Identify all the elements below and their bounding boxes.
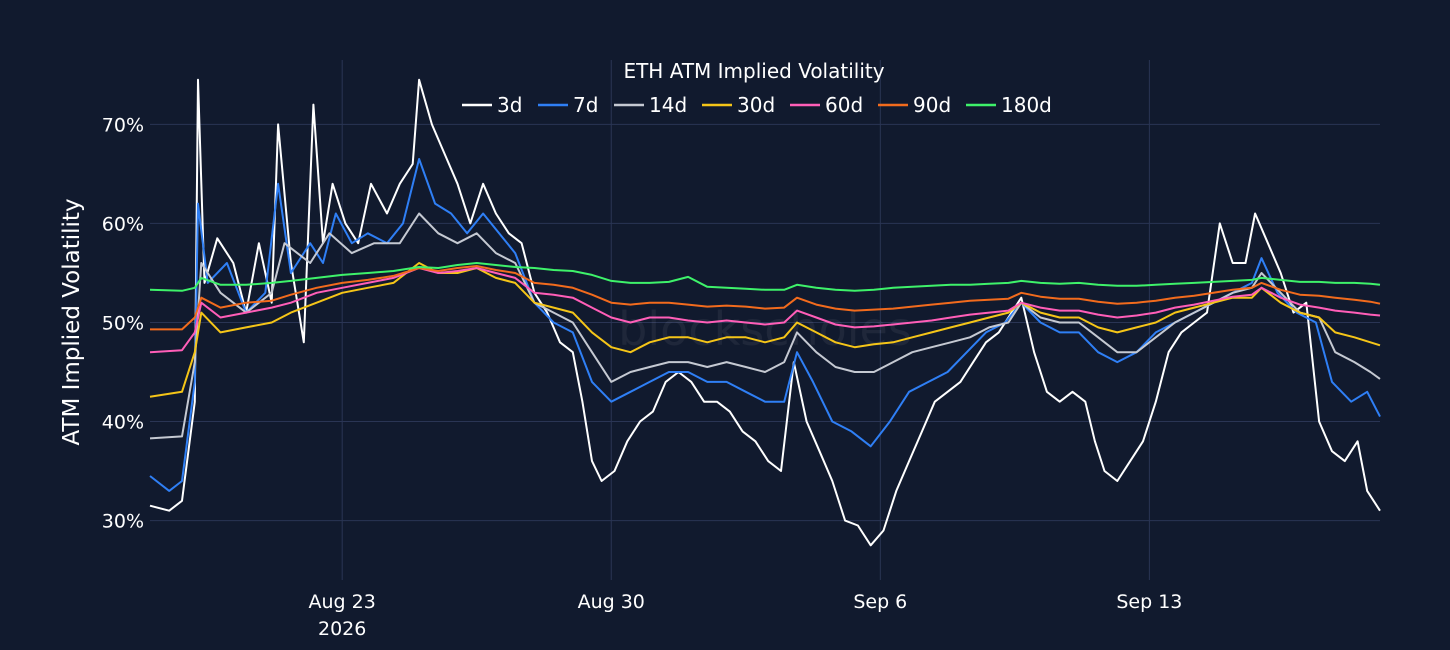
x-tick-label: Sep 6 [853,591,907,613]
y-tick-label: 60% [102,213,144,235]
y-tick-label: 40% [102,412,144,434]
legend-label: 3d [497,93,522,117]
legend-item-90d[interactable]: 90d [878,93,951,117]
legend-label: 60d [825,93,863,117]
legend-label: 30d [737,93,775,117]
y-tick-label: 70% [102,114,144,136]
legend-item-3d[interactable]: 3d [462,93,522,117]
series-group [149,78,1381,547]
legend-label: 180d [1001,93,1052,117]
chart-title: ETH ATM Implied Volatility [623,59,884,83]
series-line-90d [150,265,1381,331]
y-tick-label: 50% [102,312,144,334]
x-tick-label: Aug 30 [578,591,645,613]
legend-item-60d[interactable]: 60d [790,93,863,117]
x-tick-label: Aug 23 [309,591,376,613]
x-tick-label: Sep 13 [1116,591,1182,613]
y-axis-label: ATM Implied Volatility [59,198,85,445]
legend-item-180d[interactable]: 180d [966,93,1052,117]
series-line-60d [149,267,1381,354]
legend-label: 14d [649,93,687,117]
grid [150,60,1380,580]
y-tick-label: 30% [102,511,144,533]
legend-label: 7d [573,93,598,117]
x-tick-sublabel: 2026 [318,618,366,640]
legend-item-14d[interactable]: 14d [614,93,687,117]
legend-item-7d[interactable]: 7d [538,93,598,117]
series-line-3d [149,78,1381,547]
series-line-30d [149,262,1381,398]
legend-label: 90d [913,93,951,117]
series-line-14d [149,212,1381,440]
legend[interactable]: 3d 7d 14d 30d 60d 90d 180d [462,93,1052,117]
series-line-180d [149,262,1381,292]
legend-item-30d[interactable]: 30d [702,93,775,117]
axes: 30% 40% 50% 60% 70% Aug 23 2026 Aug 30 Sep 6 Sep … [102,114,1183,640]
